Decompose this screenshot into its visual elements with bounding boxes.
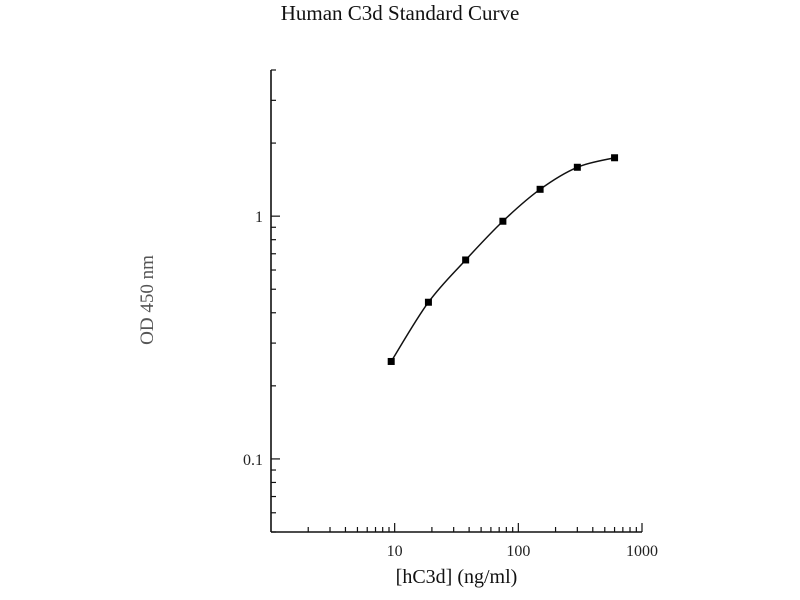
data-point <box>536 185 544 193</box>
x-tick-label: 10 <box>387 543 403 560</box>
y-tick-label: 0.1 <box>243 452 263 469</box>
y-tick-label: 1 <box>255 209 263 226</box>
chart-title: Human C3d Standard Curve <box>280 1 520 25</box>
x-tick-label: 1000 <box>626 543 658 560</box>
data-point <box>573 163 581 171</box>
x-axis-label: [hC3d] (ng/ml) <box>395 566 518 588</box>
data-point <box>387 357 395 365</box>
series-line <box>390 157 615 362</box>
x-tick-label: 100 <box>506 543 530 560</box>
data-point <box>424 298 432 306</box>
data-point <box>462 256 470 264</box>
data-point <box>611 154 619 162</box>
data-point <box>499 217 507 225</box>
